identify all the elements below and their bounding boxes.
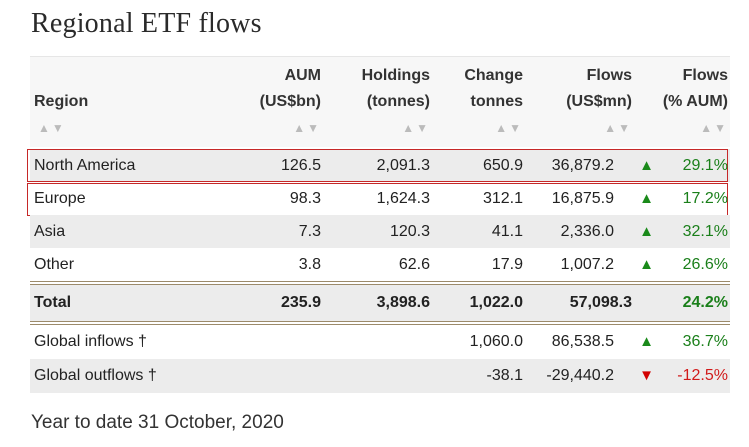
cell-change: 41.1: [491, 223, 523, 240]
table-row: Global outflows † -38.1 -29,440.2 ▼ -12.…: [30, 359, 730, 393]
header-change[interactable]: Change tonnes: [464, 63, 523, 115]
cell-holdings: 3,898.6: [376, 294, 430, 311]
cell-holdings: 2,091.3: [376, 157, 430, 174]
total-row: Total 235.9 3,898.6 1,022.0 57,098.3 24.…: [30, 285, 730, 321]
arrow-up-icon: ▲: [639, 157, 654, 174]
table-row: Europe 98.3 1,624.3 312.1 16,875.9 ▲ 17.…: [27, 182, 730, 216]
header-flows-line2: (US$mn): [566, 93, 632, 110]
cell-change: 312.1: [482, 190, 523, 207]
table-row: Asia 7.3 120.3 41.1 2,336.0 ▲ 32.1%: [30, 215, 730, 248]
sort-flows-icon[interactable]: ▲▼: [604, 121, 632, 135]
cell-flows-pct: 32.1%: [682, 223, 728, 240]
cell-flows-pct: 36.7%: [682, 333, 728, 350]
cell-flows-pct: 29.1%: [682, 157, 728, 174]
table-row: Global inflows † 1,060.0 86,538.5 ▲ 36.7…: [30, 325, 730, 359]
divider: [30, 281, 730, 282]
cell-flows: 16,875.9: [551, 190, 614, 207]
divider: [30, 284, 730, 285]
sort-holdings-icon[interactable]: ▲▼: [402, 121, 430, 135]
sort-region-icon[interactable]: ▲▼: [38, 121, 66, 135]
header-flows-pct-line2: (% AUM): [662, 93, 728, 110]
page-title: Regional ETF flows: [31, 8, 262, 39]
header-aum-line2: (US$bn): [259, 93, 321, 110]
cell-flows: 36,879.2: [551, 157, 614, 174]
cell-flows-pct: -12.5%: [677, 367, 728, 384]
header-aum[interactable]: AUM (US$bn): [260, 63, 321, 115]
table-row: Other 3.8 62.6 17.9 1,007.2 ▲ 26.6%: [30, 248, 730, 281]
cell-flows: -29,440.2: [546, 367, 614, 384]
cell-flows-pct: 26.6%: [682, 256, 728, 273]
cell-region: Global inflows †: [34, 333, 147, 350]
cell-change: 650.9: [482, 157, 523, 174]
arrow-down-icon: ▼: [639, 367, 654, 384]
cell-region: Asia: [34, 223, 66, 240]
table-row: North America 126.5 2,091.3 650.9 36,879…: [27, 149, 730, 182]
cell-region: Europe: [34, 190, 86, 207]
cell-region: Other: [34, 256, 75, 273]
cell-aum: 235.9: [280, 294, 321, 311]
cell-flows-pct: 17.2%: [682, 190, 728, 207]
cell-change: -38.1: [486, 367, 523, 384]
arrow-up-icon: ▲: [639, 223, 654, 240]
cell-holdings: 62.6: [398, 256, 430, 273]
header-aum-line1: AUM: [284, 67, 321, 84]
header-holdings-line1: Holdings: [361, 67, 430, 84]
cell-change: 1,022.0: [469, 294, 523, 311]
cell-region: Global outflows †: [34, 367, 157, 384]
header-holdings[interactable]: Holdings (tonnes): [362, 63, 430, 115]
cell-flows-pct: 24.2%: [682, 294, 728, 311]
table-header: Region AUM (US$bn) Holdings (tonnes) Cha…: [30, 56, 730, 147]
arrow-up-icon: ▲: [639, 190, 654, 207]
cell-aum: 3.8: [298, 256, 321, 273]
cell-aum: 7.3: [298, 223, 321, 240]
cell-aum: 98.3: [289, 190, 321, 207]
cell-region: North America: [34, 157, 136, 174]
cell-holdings: 120.3: [389, 223, 430, 240]
sort-change-icon[interactable]: ▲▼: [495, 121, 523, 135]
etf-flows-table: Region AUM (US$bn) Holdings (tonnes) Cha…: [27, 56, 730, 393]
header-change-line1: Change: [464, 67, 523, 84]
header-flows-line1: Flows: [586, 67, 632, 84]
header-change-line2: tonnes: [470, 93, 523, 110]
cell-holdings: 1,624.3: [376, 190, 430, 207]
header-flows[interactable]: Flows (US$mn): [566, 63, 632, 115]
cell-flows: 57,098.3: [569, 294, 632, 311]
header-holdings-line2: (tonnes): [366, 93, 430, 110]
cell-change: 17.9: [491, 256, 523, 273]
footnote: Year to date 31 October, 2020: [31, 412, 284, 433]
cell-aum: 126.5: [280, 157, 321, 174]
cell-change: 1,060.0: [469, 333, 523, 350]
sort-aum-icon[interactable]: ▲▼: [293, 121, 321, 135]
divider: [30, 321, 730, 322]
sort-flows-pct-icon[interactable]: ▲▼: [700, 121, 728, 135]
cell-flows: 1,007.2: [560, 256, 614, 273]
arrow-up-icon: ▲: [639, 256, 654, 273]
header-flows-pct-line1: Flows: [682, 67, 728, 84]
cell-region: Total: [34, 294, 72, 311]
divider: [30, 324, 730, 325]
cell-flows: 2,336.0: [560, 223, 614, 240]
header-region[interactable]: Region: [34, 93, 89, 110]
header-flows-pct[interactable]: Flows (% AUM): [663, 63, 728, 115]
arrow-up-icon: ▲: [639, 333, 654, 350]
cell-flows: 86,538.5: [551, 333, 614, 350]
